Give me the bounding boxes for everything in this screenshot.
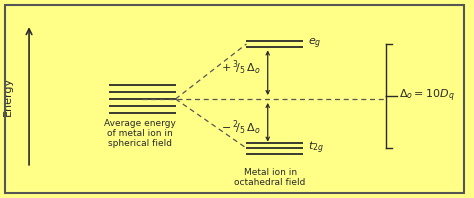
Text: Energy: Energy (3, 76, 13, 116)
Text: $e_g$: $e_g$ (308, 37, 321, 51)
Text: $+\,^3\!/_5\,\Delta_o$: $+\,^3\!/_5\,\Delta_o$ (221, 58, 261, 77)
Text: Average energy
of metal ion in
spherical field: Average energy of metal ion in spherical… (104, 119, 176, 148)
Text: Metal ion in
octahedral field: Metal ion in octahedral field (235, 168, 306, 187)
Text: $-\,^2\!/_5\,\Delta_o$: $-\,^2\!/_5\,\Delta_o$ (221, 118, 261, 137)
Text: $t_{2g}$: $t_{2g}$ (308, 140, 324, 156)
Text: $\Delta_o = 10D_q$: $\Delta_o = 10D_q$ (400, 88, 455, 104)
